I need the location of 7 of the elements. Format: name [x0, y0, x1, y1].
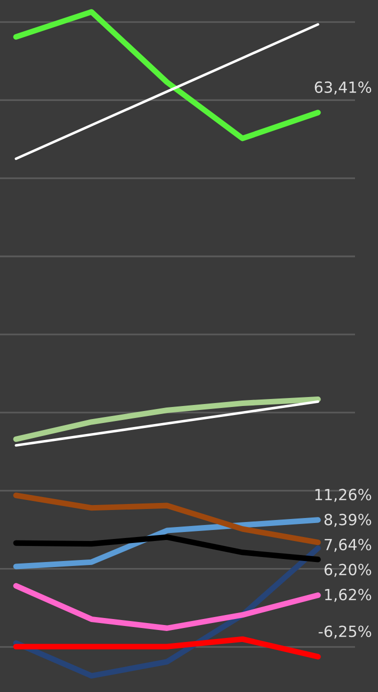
- data-label: 1,62%: [325, 588, 372, 602]
- data-label: 11,26%: [315, 488, 372, 502]
- data-label: 63,41%: [314, 81, 372, 95]
- data-label: 8,39%: [324, 514, 372, 527]
- data-label: -6,25%: [318, 626, 372, 639]
- data-label: 6,20%: [324, 564, 372, 577]
- data-label: 7,64%: [324, 538, 372, 552]
